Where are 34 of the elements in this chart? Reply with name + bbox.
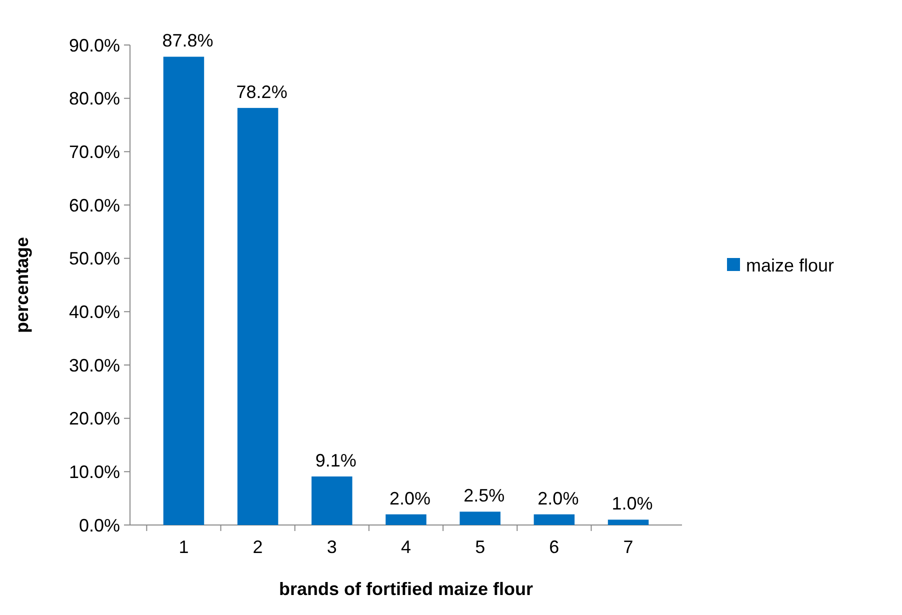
bar — [534, 514, 575, 525]
data-label: 78.2% — [236, 82, 288, 102]
bar — [386, 514, 426, 525]
legend-label: maize flour — [746, 255, 834, 276]
bar — [460, 512, 500, 525]
data-label: 9.1% — [315, 450, 356, 470]
bar — [163, 56, 204, 525]
y-tick-label: 20.0% — [68, 408, 120, 429]
y-axis-title: percentage — [12, 236, 32, 334]
y-tick-label: 30.0% — [68, 355, 120, 376]
y-tick-label: 40.0% — [68, 302, 120, 322]
x-tick-label: 4 — [400, 537, 412, 557]
x-tick-label: 2 — [252, 537, 263, 557]
x-tick-label: 6 — [549, 537, 560, 557]
y-tick-label: 10.0% — [68, 462, 120, 482]
y-tick-label: 50.0% — [68, 248, 120, 269]
bar — [237, 108, 278, 525]
y-tick-label: 90.0% — [68, 35, 120, 56]
data-label: 87.8% — [162, 30, 214, 51]
y-tick-label: 70.0% — [68, 142, 120, 162]
x-axis-title: brands of fortified maize flour — [278, 579, 534, 599]
x-tick-label: 3 — [326, 537, 337, 557]
x-tick-label: 1 — [178, 537, 189, 557]
bar — [312, 476, 352, 525]
data-label: 2.0% — [389, 488, 431, 508]
data-label: 2.0% — [538, 488, 579, 508]
x-tick-label: 7 — [623, 537, 634, 557]
y-tick-label: 80.0% — [68, 88, 120, 109]
data-label: 2.5% — [464, 486, 505, 506]
data-label: 1.0% — [612, 494, 653, 514]
y-tick-label: 60.0% — [68, 195, 120, 216]
bar — [608, 520, 649, 525]
x-tick-label: 5 — [475, 537, 486, 557]
y-tick-label: 0.0% — [78, 515, 120, 536]
